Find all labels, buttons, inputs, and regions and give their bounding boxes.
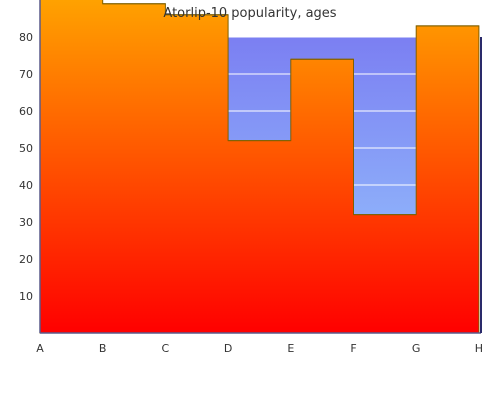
y-tick-label-50: 50	[19, 142, 33, 155]
y-tick-label-70: 70	[19, 68, 33, 81]
x-tick-label-C: C	[162, 342, 170, 355]
axis-layer: 10 20 30 40 50 60 70 80 A B C D E F G H	[19, 0, 483, 355]
front-series-layer	[39, 0, 480, 334]
x-tick-label-B: B	[99, 342, 107, 355]
y-tick-label-60: 60	[19, 105, 33, 118]
y-tick-label-80: 80	[19, 31, 33, 44]
y-tick-label-20: 20	[19, 253, 33, 266]
y-tick-label-30: 30	[19, 216, 33, 229]
x-tick-label-G: G	[412, 342, 421, 355]
x-tick-label-F: F	[350, 342, 356, 355]
x-tick-label-A: A	[36, 342, 44, 355]
chart-title: Atorlip-10 popularity, ages	[163, 6, 336, 21]
y-tick-label-40: 40	[19, 179, 33, 192]
y-tick-label-10: 10	[19, 290, 33, 303]
x-tick-label-H: H	[475, 342, 483, 355]
x-tick-label-D: D	[224, 342, 232, 355]
x-tick-label-E: E	[287, 342, 294, 355]
